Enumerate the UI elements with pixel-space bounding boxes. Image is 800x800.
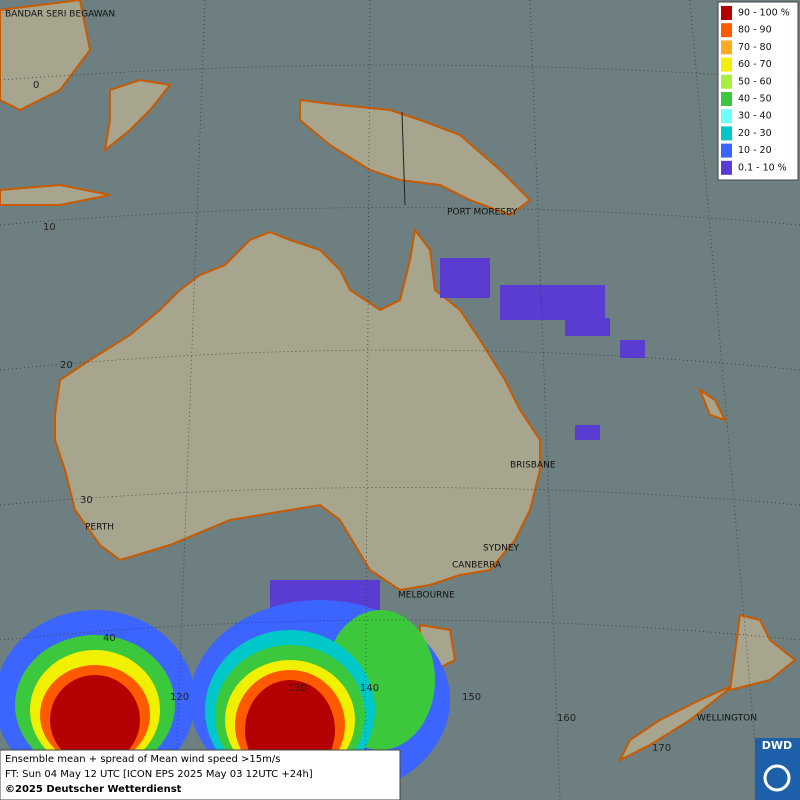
lat-line — [0, 64, 800, 81]
patch — [620, 340, 645, 358]
city-label: MELBOURNE — [398, 591, 455, 601]
city-label: PORT MORESBY — [447, 208, 518, 218]
logo-swirl — [763, 764, 791, 792]
graticule-label: 20 — [60, 360, 73, 371]
border — [401, 111, 406, 206]
legend-swatch — [721, 23, 732, 38]
new-caledonia — [697, 387, 727, 422]
patch — [500, 285, 605, 320]
legend-swatch — [721, 92, 732, 106]
legend-label: 80 - 90 — [738, 25, 772, 36]
graticule-label: 120 — [170, 692, 189, 703]
nz-north — [728, 613, 797, 692]
legend-label: 20 - 30 — [738, 128, 772, 139]
city-label: BRISBANE — [510, 461, 556, 471]
wind-patches — [270, 258, 645, 620]
legend-swatch — [721, 109, 732, 124]
patch — [440, 258, 490, 298]
legend-label: 30 - 40 — [738, 111, 772, 122]
footer-line: FT: Sun 04 May 12 UTC [ICON EPS 2025 May… — [5, 769, 313, 780]
sulawesi — [103, 78, 172, 153]
legend-label: 0.1 - 10 % — [738, 162, 787, 173]
land — [0, 0, 797, 763]
lon-line — [364, 0, 371, 800]
legend-label: 50 - 60 — [738, 76, 772, 87]
footer-line: Ensemble mean + spread of Mean wind spee… — [5, 754, 280, 765]
graticule-label: 150 — [462, 692, 481, 703]
lat-line — [0, 487, 800, 506]
legend-label: 60 - 70 — [738, 59, 772, 70]
legend-swatch — [721, 143, 732, 158]
java — [0, 183, 111, 206]
graticule-label: 170 — [652, 743, 671, 754]
graticule-label: 30 — [80, 495, 93, 506]
logo: DWD — [762, 739, 792, 752]
legend-swatch — [721, 40, 732, 55]
legend-swatch — [721, 57, 732, 72]
graticule-label: 130 — [288, 683, 307, 694]
legend-label: 90 - 100 % — [738, 8, 790, 19]
city-label: BANDAR SERI BEGAWAN — [5, 10, 115, 20]
graticule-label: 0 — [33, 80, 39, 91]
borneo — [0, 0, 92, 112]
graticule-label: 160 — [557, 713, 576, 724]
city-label: WELLINGTON — [697, 714, 757, 724]
blob — [50, 675, 140, 765]
lat-line — [0, 207, 800, 226]
lat-line — [0, 349, 800, 371]
lat-line — [0, 619, 800, 641]
legend-swatch — [721, 126, 732, 141]
legend-label: 10 - 20 — [738, 145, 772, 156]
graticule-label: 10 — [43, 222, 56, 233]
footer-box — [0, 749, 401, 800]
new-guinea — [299, 98, 532, 217]
city-label: PERTH — [85, 523, 114, 533]
legend-swatch — [721, 74, 732, 89]
patch — [565, 318, 610, 336]
legend-label: 40 - 50 — [738, 94, 772, 105]
lon-line — [174, 0, 206, 800]
lon-line — [529, 0, 561, 800]
legend-swatch — [721, 160, 732, 175]
australia — [54, 227, 541, 592]
city-label: SYDNEY — [483, 544, 520, 554]
legend-label: 70 - 80 — [738, 42, 772, 53]
footer-line: ©2025 Deutscher Wetterdienst — [5, 784, 182, 795]
legend-swatch — [721, 6, 732, 20]
city-label: CANBERRA — [452, 561, 502, 571]
graticule-label: 40 — [103, 633, 116, 644]
patch — [575, 425, 600, 440]
graticule-label: 140 — [360, 683, 379, 694]
